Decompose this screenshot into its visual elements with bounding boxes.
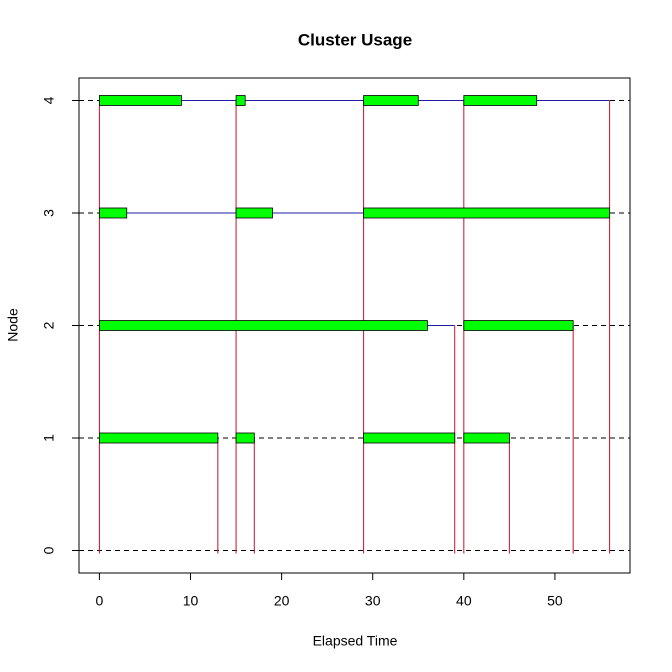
task-bar bbox=[463, 95, 538, 106]
task-bar bbox=[235, 432, 255, 444]
x-axis-label: Elapsed Time bbox=[313, 633, 398, 649]
y-tick-label: 0 bbox=[41, 546, 57, 554]
x-tick-label: 40 bbox=[456, 593, 472, 609]
y-tick-label: 2 bbox=[41, 321, 57, 329]
chart-title: Cluster Usage bbox=[298, 30, 412, 49]
y-axis-label: Node bbox=[5, 308, 21, 342]
task-bar bbox=[463, 320, 574, 331]
task-bar bbox=[363, 207, 610, 219]
x-tick-label: 30 bbox=[365, 593, 381, 609]
task-bar bbox=[235, 207, 273, 219]
x-tick-label: 0 bbox=[96, 593, 104, 609]
x-tick-label: 10 bbox=[183, 593, 199, 609]
task-bar bbox=[363, 95, 419, 106]
x-tick-label: 50 bbox=[547, 593, 563, 609]
x-tick-label: 20 bbox=[274, 593, 290, 609]
plot-frame bbox=[78, 77, 631, 574]
task-bar bbox=[99, 432, 219, 444]
task-bar bbox=[99, 207, 128, 219]
task-bar bbox=[363, 432, 456, 444]
task-bar bbox=[235, 95, 246, 106]
task-bar bbox=[99, 320, 428, 331]
task-bar bbox=[99, 95, 182, 106]
task-bar bbox=[463, 432, 510, 444]
y-tick-label: 4 bbox=[41, 96, 57, 104]
y-tick-label: 3 bbox=[41, 209, 57, 217]
y-tick-label: 1 bbox=[41, 434, 57, 442]
